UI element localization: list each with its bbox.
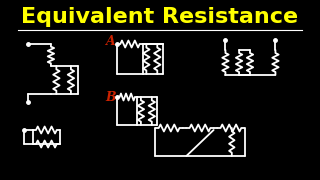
Text: A: A (106, 35, 116, 48)
Text: Equivalent Resistance: Equivalent Resistance (21, 7, 299, 27)
Text: B: B (106, 91, 116, 104)
